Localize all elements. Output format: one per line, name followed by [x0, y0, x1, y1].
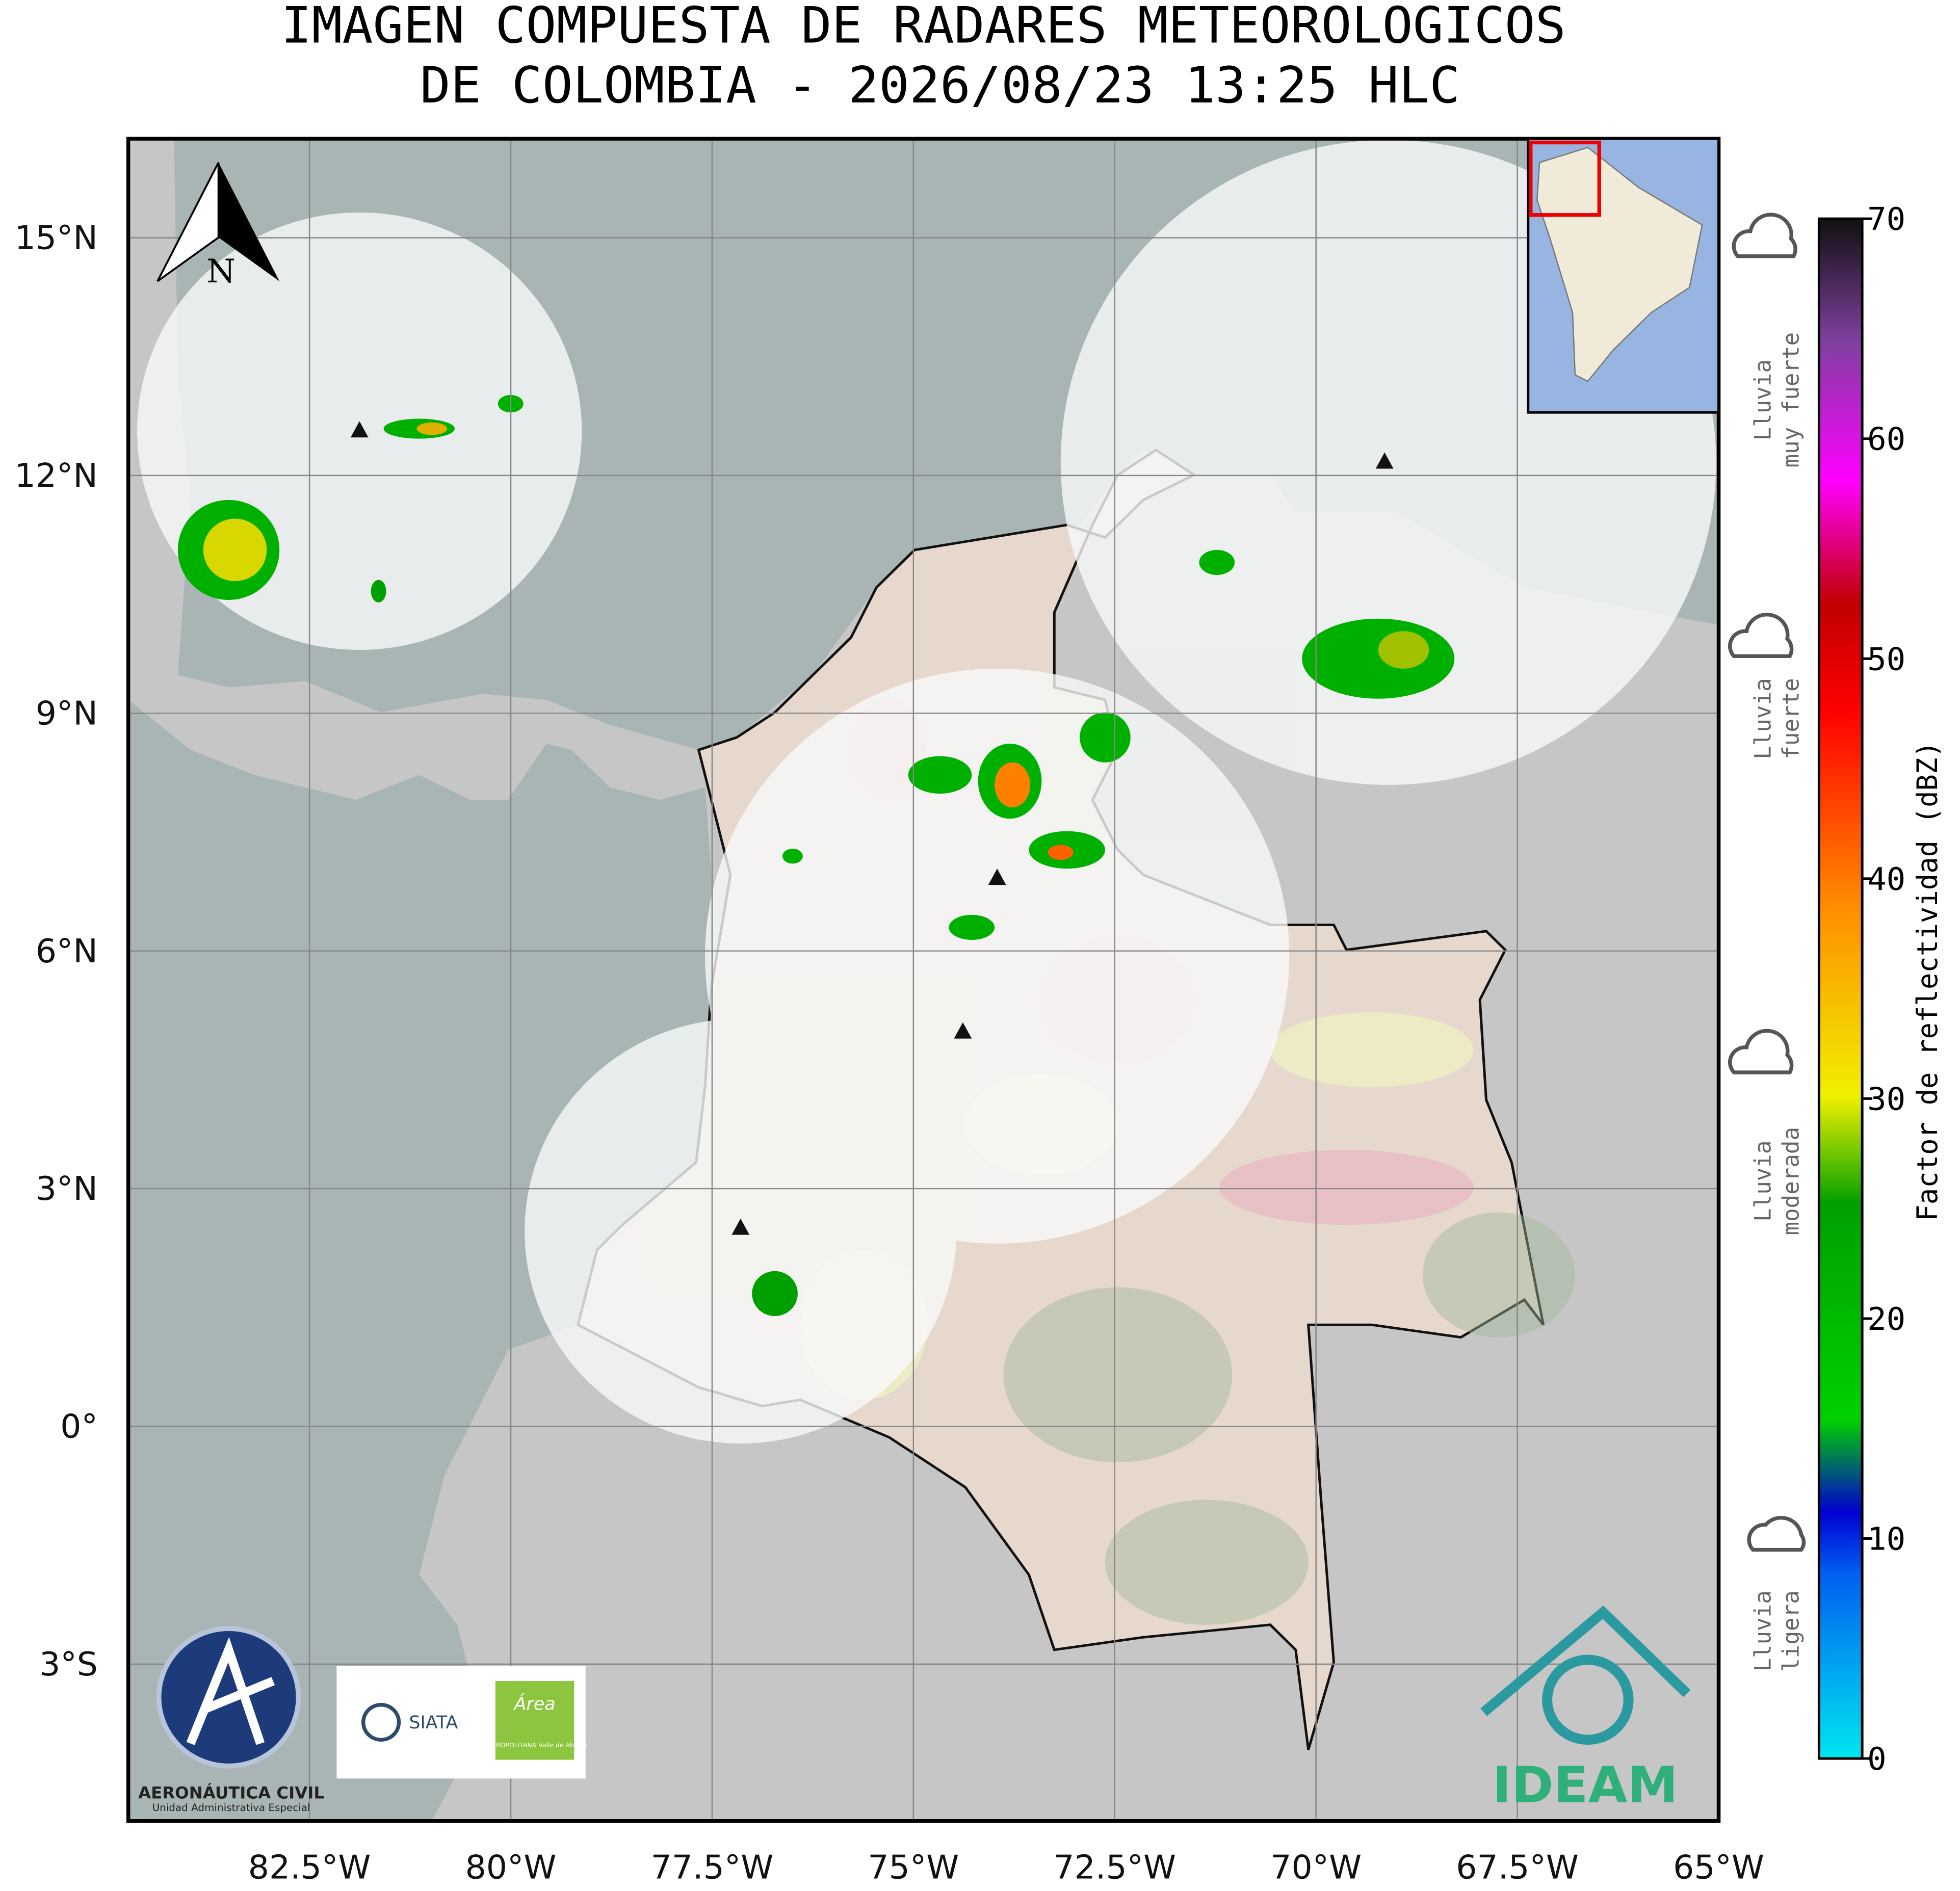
- rain-category: fuerte: [1778, 678, 1804, 759]
- lat-tick-label: 6°N: [36, 932, 98, 970]
- logos: AERONÁUTICA CIVIL Unidad Administrativa …: [138, 1605, 1691, 1815]
- lon-tick-label: 72.5°W: [1053, 1849, 1176, 1886]
- logo-text: Unidad Administrativa Especial: [152, 1802, 310, 1814]
- rain-category: Lluvia: [1750, 678, 1776, 759]
- logo-text: Área: [513, 1693, 556, 1715]
- pacific-ocean: [128, 700, 712, 1821]
- colorbar-tick-label: 40: [1867, 861, 1905, 897]
- lon-tick-label: 70°W: [1270, 1849, 1362, 1886]
- colorbar-tick-label: 60: [1867, 421, 1905, 457]
- lat-tick-label: 15°N: [15, 219, 98, 257]
- colorbar-tick-label: 10: [1867, 1521, 1905, 1557]
- colorbar-tick-label: 30: [1867, 1081, 1905, 1117]
- inset-map: [1527, 137, 1720, 414]
- logo-text: IDEAM: [1493, 1756, 1678, 1815]
- rain-category: Lluvia: [1750, 359, 1776, 440]
- north-label: N: [206, 253, 236, 291]
- rain-category: Lluvia: [1750, 1141, 1776, 1222]
- forest-areas: [1003, 1212, 1575, 1625]
- title-line: DE COLOMBIA - 2026/08/23 13:25 HLC: [420, 57, 1460, 115]
- colorbar-tick-label: 0: [1867, 1741, 1887, 1777]
- rain-category: ligera: [1778, 1590, 1804, 1671]
- logo-text: METROPOLITANA Valle de Aburrá: [483, 1742, 587, 1749]
- title-line: IMAGEN COMPUESTA DE RADARES METEOROLOGIC…: [281, 0, 1565, 55]
- weather-icons: [1728, 213, 1806, 1552]
- colorbar-tick-label: 70: [1867, 201, 1905, 238]
- lat-tick-label: 9°N: [36, 695, 98, 732]
- lon-tick-label: 67.5°W: [1456, 1849, 1579, 1886]
- colorbar-label: Factor de reflectividad (dBZ): [1912, 741, 1944, 1221]
- lon-tick-label: 82.5°W: [248, 1849, 371, 1886]
- lon-tick-label: 75°W: [868, 1849, 959, 1886]
- lat-tick-label: 3°S: [39, 1645, 98, 1683]
- rain-category: muy fuerte: [1778, 332, 1804, 468]
- lon-tick-label: 65°W: [1673, 1849, 1764, 1886]
- lon-tick-label: 80°W: [465, 1849, 557, 1886]
- lat-tick-label: 12°N: [15, 457, 98, 494]
- radar-sites: [350, 421, 1394, 1235]
- colorbar-gradient: [1817, 217, 1864, 1760]
- map-layers: [128, 139, 1719, 1821]
- graticule: [128, 139, 1719, 1821]
- logo-text: AERONÁUTICA CIVIL: [138, 1783, 324, 1803]
- map-frame: [126, 137, 1721, 1823]
- echoes: [177, 395, 1455, 1317]
- colorbar-tick-label: 50: [1867, 641, 1905, 677]
- lat-tick-label: 0°: [60, 1408, 98, 1446]
- lon-tick-label: 77.5°W: [651, 1849, 774, 1886]
- logo-text: SIATA: [409, 1713, 458, 1733]
- lat-tick-label: 3°N: [36, 1170, 98, 1208]
- rain-category: moderada: [1778, 1127, 1804, 1236]
- colorbar-tick-label: 20: [1867, 1301, 1905, 1337]
- colorbar: 0 10 20 30 40 50 60 70 Factor de reflectividad …: [1728, 201, 1944, 1777]
- rain-category: Lluvia: [1750, 1590, 1776, 1671]
